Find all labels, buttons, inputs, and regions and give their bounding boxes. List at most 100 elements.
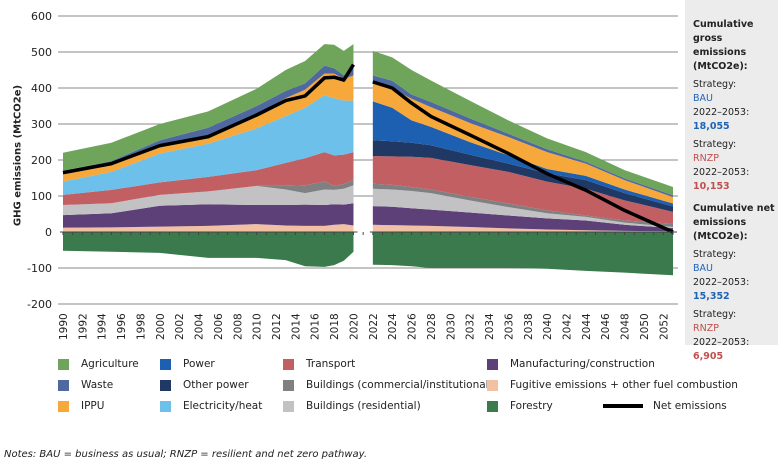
legend-item: Buildings (commercial/institutional)	[283, 379, 493, 391]
area-buildings-residential-	[63, 185, 354, 216]
y-tick-label: 600	[31, 10, 52, 23]
area-transport	[372, 156, 673, 224]
legend-label: IPPU	[81, 400, 105, 412]
net-bau-value: 15,352	[693, 291, 730, 302]
legend-label: Waste	[81, 379, 114, 391]
net-emissions-line	[62, 63, 355, 175]
area-manufacturing-construction	[63, 203, 354, 228]
x-tick-label: 2050	[639, 313, 651, 340]
area-manufacturing-construction	[372, 206, 673, 232]
x-tick-label: 2008	[232, 313, 244, 340]
area-other-power	[372, 140, 673, 212]
area-transport	[63, 152, 354, 205]
strategy-label: Strategy:	[693, 79, 737, 90]
legend-label: Buildings (commercial/institutional)	[306, 379, 493, 391]
x-tick-label: 2032	[465, 313, 477, 340]
bau-label: BAU	[693, 93, 713, 104]
legend-swatch	[58, 400, 69, 412]
y-tick-label: 500	[31, 46, 52, 59]
legend-swatch	[160, 379, 171, 391]
legend-swatch	[58, 379, 69, 391]
strategy-label: Strategy:	[693, 139, 737, 150]
x-tick-label: 2000	[155, 313, 167, 340]
x-tick-label: 2024	[387, 313, 399, 340]
period-label: 2022–2053:	[693, 337, 750, 348]
x-tick-label: 2020	[348, 313, 360, 340]
area-waste	[372, 75, 673, 198]
x-tick-label: 2040	[542, 313, 554, 340]
legend-item: Buildings (residential)	[283, 400, 421, 412]
period-label: 2022–2053:	[693, 277, 750, 288]
x-tick-label: 2026	[407, 313, 419, 340]
legend-label: Transport	[306, 358, 356, 370]
area-power	[372, 101, 673, 207]
x-tick-label: 2010	[252, 313, 264, 340]
area-ippu	[372, 83, 673, 204]
y-tick-label: 0	[45, 226, 52, 239]
net-bau: Strategy: BAU 2022–2053: 15,352	[693, 248, 778, 304]
legend-swatch	[603, 404, 643, 408]
legend-swatch	[487, 358, 498, 370]
legend-swatch	[283, 400, 294, 412]
legend-label: Fugitive emissions + other fuel combusti…	[510, 379, 738, 391]
x-tick-label: 2014	[290, 313, 302, 340]
x-tick-label: 2046	[600, 313, 612, 340]
x-tick-label: 2048	[620, 313, 632, 340]
legend-label: Buildings (residential)	[306, 400, 421, 412]
y-tick-label: 100	[31, 190, 52, 203]
x-tick-label: 2036	[503, 313, 515, 340]
y-axis-label: GHG emissions (MtCO2e)	[12, 84, 24, 227]
legend-item: Transport	[283, 358, 355, 370]
rnzp-label: RNZP	[693, 153, 719, 164]
y-tick-label: 300	[31, 118, 52, 131]
notes: Notes: BAU = business as usual; RNZP = r…	[4, 449, 368, 460]
x-tick-label: 1996	[116, 313, 128, 340]
x-tick-label: 2028	[426, 313, 438, 340]
x-tick-label: 2034	[484, 313, 496, 340]
legend-item: Fugitive emissions + other fuel combusti…	[487, 379, 738, 391]
area-agriculture	[372, 50, 673, 196]
net-rnzp: Strategy: RNZP 2022–2053: 6,905	[693, 308, 778, 364]
legend-item: IPPU	[58, 400, 104, 412]
strategy-label: Strategy:	[693, 309, 737, 320]
legend-label: Agriculture	[81, 358, 139, 370]
x-tick-label: 1990	[58, 313, 70, 340]
x-tick-label: 2038	[523, 313, 535, 340]
cumulative-emissions-panel: Cumulative gross emissions (MtCO2e): Str…	[685, 0, 778, 362]
area-fugitive-emissions-other-fuel-combustion	[372, 224, 673, 232]
legend-label: Net emissions	[653, 400, 727, 412]
legend-swatch	[487, 400, 498, 412]
x-tick-label: 2004	[194, 313, 206, 340]
legend-swatch	[58, 358, 69, 370]
gross-rnzp-value: 10,153	[693, 181, 730, 192]
legend-item: Power	[160, 358, 215, 370]
legend-item: Other power	[160, 379, 249, 391]
y-tick-label: 200	[31, 154, 52, 167]
x-tick-label: 2030	[445, 313, 457, 340]
period-label: 2022–2053:	[693, 107, 750, 118]
area-forestry	[63, 232, 354, 267]
x-tick-label: 2006	[213, 313, 225, 340]
legend-label: Manufacturing/construction	[510, 358, 655, 370]
net-emissions-line	[372, 80, 674, 234]
legend-label: Forestry	[510, 400, 553, 412]
gross-bau: Strategy: BAU 2022–2053: 18,055	[693, 78, 778, 134]
legend-label: Other power	[183, 379, 249, 391]
area-fugitive-emissions-other-fuel-combustion	[63, 224, 354, 232]
bau-label: BAU	[693, 263, 713, 274]
legend-label: Power	[183, 358, 215, 370]
gross-title: Cumulative gross emissions (MtCO2e):	[693, 19, 754, 72]
x-tick-label: 2042	[561, 313, 573, 340]
x-tick-label: 1998	[135, 313, 147, 340]
x-tick-label: 2022	[368, 313, 380, 340]
legend-item: Electricity/heat	[160, 400, 262, 412]
legend-swatch	[487, 379, 498, 391]
rnzp-label: RNZP	[693, 323, 719, 334]
net-title: Cumulative net emissions (MtCO2e):	[693, 203, 775, 242]
legend-item: Agriculture	[58, 358, 139, 370]
period-label: 2022–2053:	[693, 167, 750, 178]
net-rnzp-value: 6,905	[693, 351, 724, 362]
legend-item: Waste	[58, 379, 113, 391]
x-tick-label: 2018	[329, 313, 341, 340]
legend-item: Manufacturing/construction	[487, 358, 655, 370]
